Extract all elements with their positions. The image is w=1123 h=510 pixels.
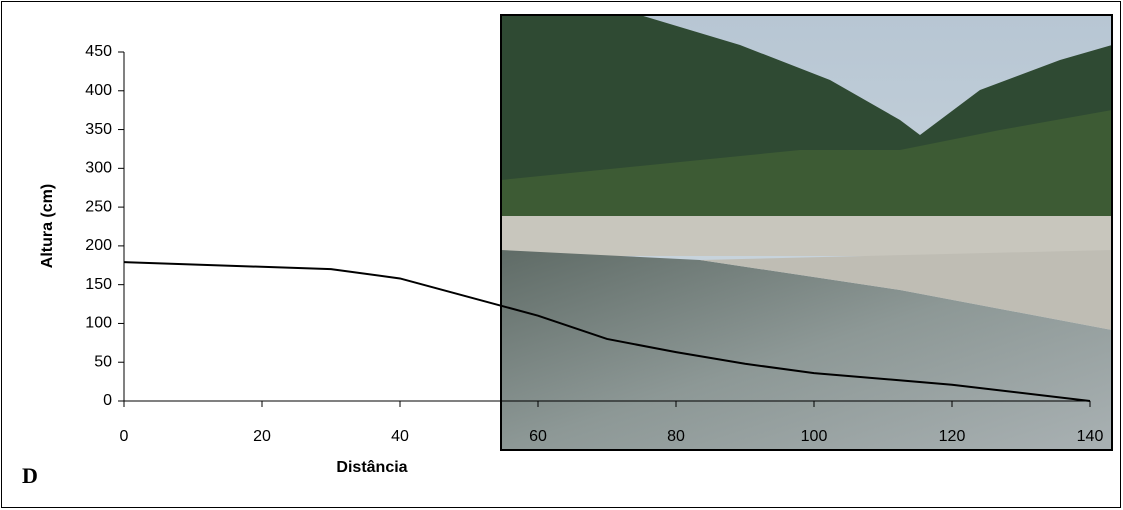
y-tick-label: 350: [85, 121, 112, 138]
data-line: [123, 261, 1091, 402]
y-tick-label: 250: [85, 198, 112, 215]
photo: [500, 14, 1113, 451]
x-tick-label: 80: [667, 428, 685, 445]
x-tick-label: 60: [529, 428, 547, 445]
y-tick-label: 150: [85, 276, 112, 293]
y-tick-label: 200: [85, 237, 112, 254]
y-tick-label: 0: [103, 392, 112, 409]
y-tick-label: 450: [85, 43, 112, 60]
x-tick-label: 20: [253, 428, 271, 445]
x-tick-label: 0: [120, 428, 129, 445]
y-tick-label: 100: [85, 315, 112, 332]
y-axis-label: Altura (cm): [39, 184, 56, 268]
y-tick-label: 50: [94, 353, 112, 370]
x-tick-label: 100: [801, 428, 828, 445]
x-tick-label: 140: [1077, 428, 1104, 445]
y-tick-label: 300: [85, 160, 112, 177]
x-tick-label: 120: [939, 428, 966, 445]
panel-label: D: [22, 463, 38, 488]
x-axis-label: Distância: [336, 459, 407, 476]
x-tick-label: 40: [391, 428, 409, 445]
y-tick-label: 400: [85, 82, 112, 99]
